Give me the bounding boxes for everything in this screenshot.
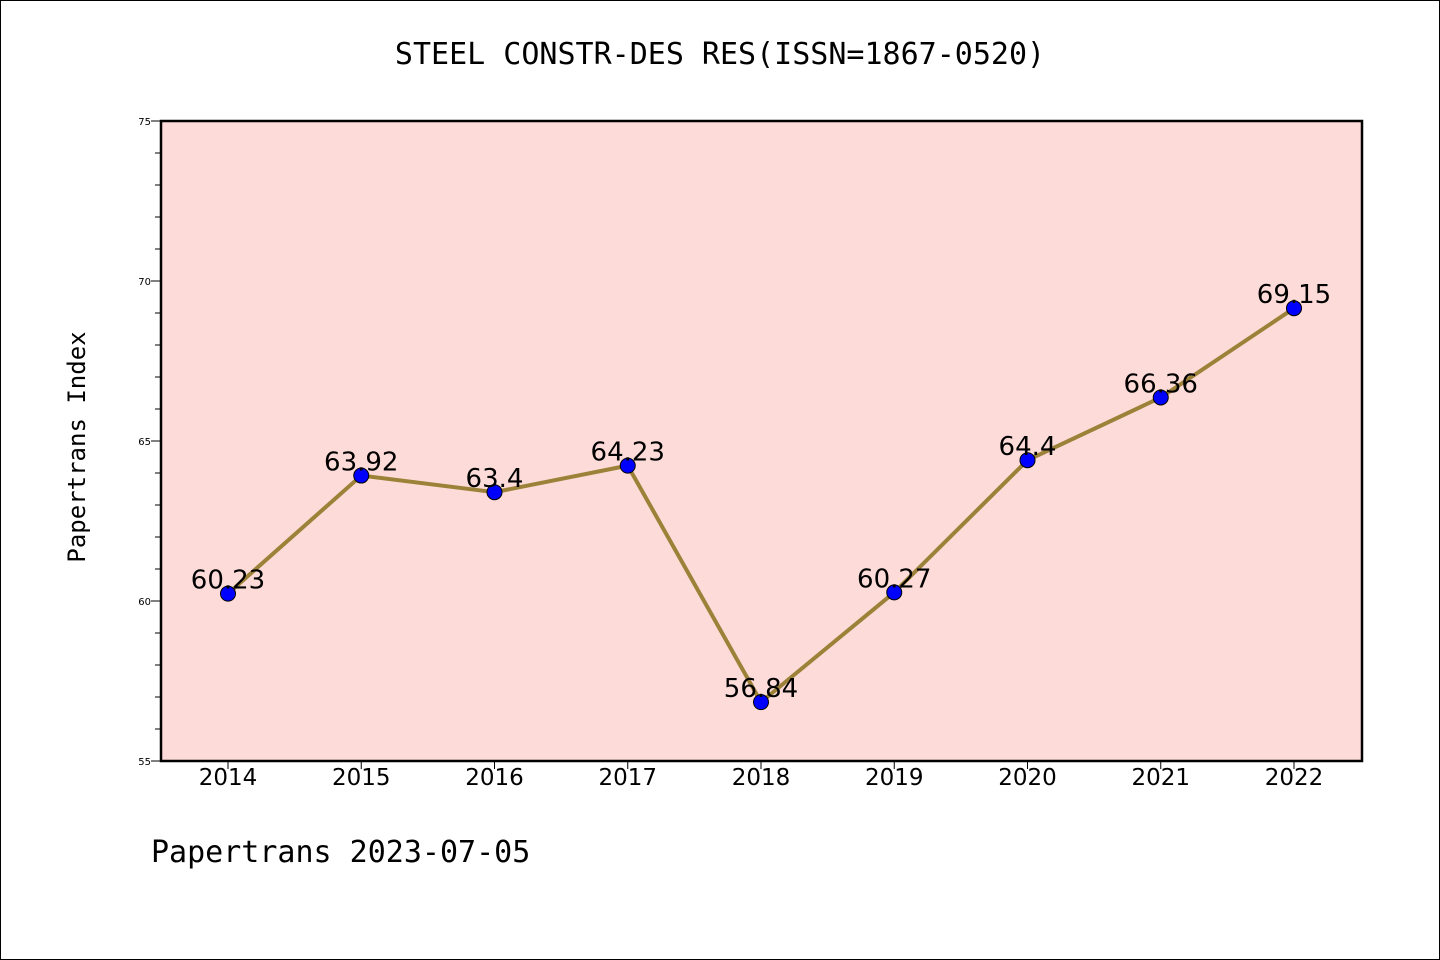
x-tick-label: 2021	[1131, 765, 1190, 791]
data-point	[753, 694, 769, 711]
data-label: 56.84	[724, 674, 798, 704]
x-tick-label: 2022	[1265, 765, 1324, 791]
data-point	[486, 484, 503, 501]
y-tick-label: 65	[138, 437, 151, 448]
x-tick-label: 2017	[598, 765, 657, 791]
data-label: 69.15	[1257, 280, 1331, 310]
plot-area	[159, 119, 1364, 763]
x-tick-label: 2018	[732, 765, 791, 791]
x-tick-label: 2020	[998, 765, 1057, 791]
data-point	[1286, 300, 1302, 317]
data-point	[1019, 452, 1036, 469]
x-tick-label: 2015	[332, 765, 391, 791]
x-tick-label: 2014	[199, 765, 258, 791]
data-label: 64.4	[999, 432, 1057, 462]
data-point	[353, 467, 370, 484]
chart-title: STEEL CONSTR-DES RES(ISSN=1867-0520)	[394, 37, 1046, 72]
data-label: 63.4	[466, 464, 524, 494]
data-label: 63.92	[324, 448, 398, 478]
data-point	[619, 457, 636, 474]
data-label: 60.27	[857, 564, 931, 594]
data-point	[1152, 389, 1169, 406]
x-tick-label: 2016	[465, 765, 524, 791]
footer-date: Papertrans 2023-07-05	[151, 835, 531, 870]
data-label: 66.36	[1124, 369, 1198, 399]
y-tick-label: 55	[138, 757, 151, 768]
y-tick-label: 70	[138, 277, 151, 288]
data-point	[886, 584, 903, 601]
y-tick-label: 75	[138, 117, 151, 128]
data-point	[220, 585, 236, 602]
y-tick-label: 60	[138, 597, 151, 608]
data-label: 64.23	[591, 438, 665, 468]
x-tick-label: 2019	[865, 765, 924, 791]
data-label: 60.23	[191, 566, 265, 596]
